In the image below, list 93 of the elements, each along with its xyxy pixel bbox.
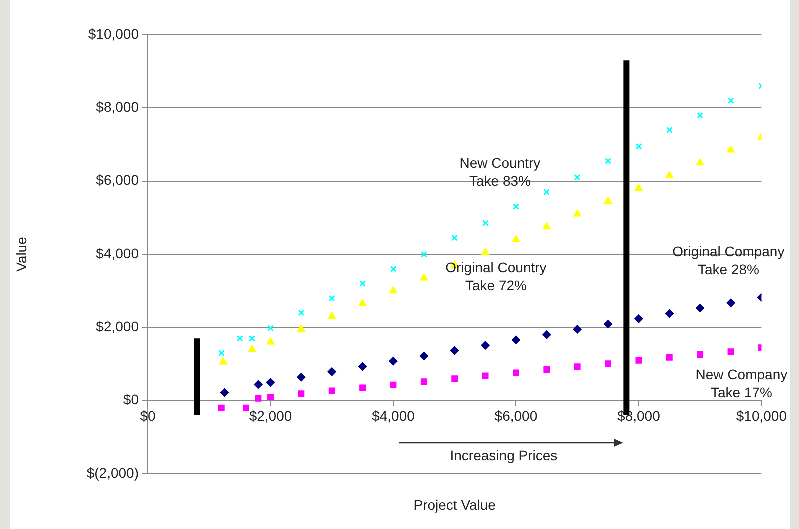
point	[254, 380, 263, 389]
annotation: Increasing Prices	[450, 448, 558, 464]
text: Original Company Take 28%	[672, 244, 785, 278]
point	[573, 325, 582, 334]
point	[636, 357, 642, 364]
point	[297, 373, 306, 382]
point	[634, 314, 644, 324]
point	[328, 295, 336, 302]
point	[482, 372, 489, 380]
point	[328, 388, 336, 394]
point	[544, 366, 550, 373]
point	[665, 310, 674, 318]
series-label: Original Country Take 72%	[446, 260, 547, 294]
x-axis-title: Project Value	[414, 496, 496, 513]
point	[360, 384, 366, 392]
point	[635, 184, 643, 192]
point	[482, 248, 490, 256]
series-label: New Country Take 83%	[460, 154, 541, 189]
x-tick-label: $2,000	[249, 408, 292, 424]
y-tick-label: $4,000	[96, 245, 140, 262]
point	[298, 310, 305, 316]
point	[268, 325, 274, 332]
point	[390, 286, 398, 294]
x-tick-label: $0	[140, 408, 156, 424]
point	[450, 346, 460, 355]
point	[298, 390, 305, 398]
x-tick-label: $6,000	[494, 408, 538, 424]
point	[358, 362, 368, 372]
point	[666, 354, 673, 361]
point	[220, 358, 228, 365]
y-tick-label: $10,000	[88, 26, 140, 42]
y-tick-label: $2,000	[96, 318, 140, 335]
point	[666, 126, 673, 134]
x-tick-label: $10,000	[736, 408, 788, 424]
point	[604, 320, 613, 329]
point	[420, 274, 428, 281]
point	[452, 234, 458, 242]
point	[452, 376, 458, 382]
point	[328, 312, 336, 320]
point	[544, 189, 550, 196]
y-tick-label: $0	[123, 392, 140, 408]
point	[481, 341, 490, 350]
point	[604, 197, 612, 204]
point	[542, 330, 552, 340]
point	[298, 325, 306, 332]
point	[390, 266, 397, 272]
point	[727, 146, 735, 153]
point	[543, 222, 551, 230]
point	[236, 335, 244, 342]
y-tick-label: $(2,000)	[86, 464, 139, 481]
point	[512, 370, 520, 376]
point	[605, 158, 612, 164]
point	[696, 158, 704, 166]
point	[666, 172, 674, 178]
point	[512, 204, 520, 210]
point	[249, 335, 256, 342]
series-label: New Company Take 17%	[696, 366, 788, 401]
point	[512, 336, 520, 344]
point	[389, 357, 398, 366]
point	[255, 395, 262, 402]
point	[390, 382, 397, 388]
point	[248, 345, 256, 352]
point	[218, 350, 225, 356]
point	[605, 360, 612, 368]
x-tick-label: $8,000	[618, 408, 661, 424]
point	[512, 236, 520, 242]
y-tick-label: $8,000	[96, 99, 140, 116]
point	[266, 378, 275, 387]
point	[218, 404, 225, 412]
x-tick-label: $4,000	[372, 408, 416, 424]
point	[360, 280, 366, 287]
point	[482, 220, 489, 227]
point	[574, 210, 582, 217]
point	[728, 348, 734, 356]
point	[266, 338, 275, 345]
point	[574, 174, 581, 181]
point	[420, 378, 428, 386]
point	[268, 394, 274, 400]
point	[636, 143, 642, 150]
point	[420, 251, 428, 258]
point	[697, 352, 704, 358]
point	[696, 304, 705, 313]
point	[328, 368, 336, 376]
point	[359, 300, 367, 306]
point	[420, 352, 428, 360]
point	[242, 404, 250, 412]
point	[574, 364, 581, 370]
point	[697, 112, 704, 119]
y-tick-label: $6,000	[96, 172, 140, 188]
point	[220, 388, 229, 398]
point	[726, 298, 736, 308]
point	[728, 98, 734, 104]
y-axis-title: Value	[13, 236, 30, 272]
